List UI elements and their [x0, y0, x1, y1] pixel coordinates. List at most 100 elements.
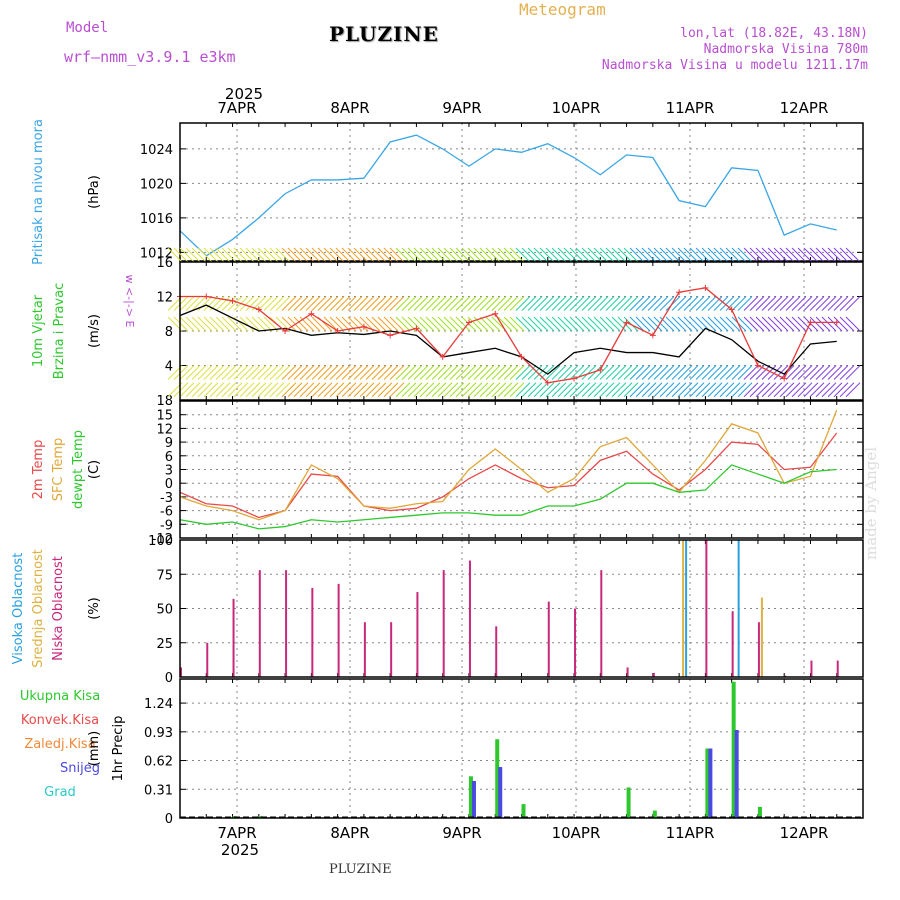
wind-barb	[827, 382, 843, 398]
wind-barb	[629, 316, 645, 332]
y-tick-label: 0.62	[144, 755, 173, 770]
wind-barb	[767, 382, 783, 398]
panel-frame	[179, 539, 864, 678]
wind-barb	[473, 296, 489, 311]
bar-srednja-oblacnost	[682, 540, 685, 677]
wind-barb	[257, 296, 273, 311]
wind-barb	[593, 247, 609, 263]
wind-barb	[713, 365, 729, 380]
gust-marker	[282, 328, 289, 334]
wind-barb	[197, 382, 213, 398]
wind-barb	[185, 316, 201, 332]
gust-marker	[597, 366, 604, 373]
wind-barb	[347, 247, 363, 263]
wind-barb	[677, 365, 693, 380]
wind-barb	[449, 296, 465, 311]
wind-barb	[197, 365, 213, 380]
elevation-label: Nadmorska Visina 780m	[703, 42, 868, 57]
bottom-date-label: 10APR	[552, 824, 601, 842]
series-line-udar	[180, 287, 837, 384]
wind-barb	[539, 296, 555, 311]
wind-barb	[845, 247, 861, 263]
wind-barb	[581, 296, 597, 311]
wind-barb	[281, 316, 297, 332]
wind-barb	[671, 365, 687, 380]
wind-barb	[815, 316, 831, 332]
wind-barb	[215, 382, 231, 398]
gust-marker	[492, 310, 499, 317]
wind-barb	[551, 365, 567, 380]
precip-legend-item: Konvek.Kisa	[21, 713, 99, 728]
wind-barb	[827, 316, 843, 332]
wind-barb	[545, 247, 561, 263]
wind-barb	[227, 382, 243, 398]
wind-barb	[509, 365, 525, 380]
wind-barb	[227, 247, 243, 263]
bar-ukupna-kisa	[468, 776, 473, 818]
wind-barb	[311, 365, 327, 380]
wind-barb	[437, 316, 453, 332]
wind-barb	[245, 365, 261, 380]
wind-barb	[479, 365, 495, 380]
wind-barb	[377, 247, 393, 263]
wind-barb	[317, 296, 333, 311]
wind-barb	[191, 382, 207, 398]
wind-barb	[485, 247, 501, 263]
top-date-label: 8APR	[330, 99, 369, 117]
wind-barb	[713, 316, 729, 332]
wind-barb	[215, 296, 231, 311]
bar-niska-oblacnost	[705, 540, 708, 677]
wind-barb	[809, 365, 825, 380]
wind-barb	[347, 296, 363, 311]
wind-barb	[809, 247, 825, 263]
wind-barb	[653, 247, 669, 263]
wind-barb	[665, 316, 681, 332]
bottom-date-label: 7APR	[217, 824, 256, 842]
wind-barb	[527, 296, 543, 311]
y-tick-label: 0	[165, 812, 173, 827]
wind-barb	[683, 247, 699, 263]
wind-barb	[179, 316, 195, 332]
wind-barb	[581, 382, 597, 398]
wind-barb	[665, 247, 681, 263]
wind-barb	[497, 382, 513, 398]
wind-barb	[605, 382, 621, 398]
wind-barb	[239, 296, 255, 311]
wind-barb	[605, 247, 621, 263]
wind-barb	[281, 382, 297, 398]
wind-barb	[425, 365, 441, 380]
wind-barb	[791, 296, 807, 311]
bar-niska-oblacnost	[600, 570, 603, 677]
wind-barb	[785, 382, 801, 398]
wind-barb	[359, 382, 375, 398]
wind-barb	[677, 316, 693, 332]
wind-barb	[707, 382, 723, 398]
wind-barb	[827, 247, 843, 263]
wind-barb	[485, 382, 501, 398]
wind-barb	[173, 316, 189, 332]
wind-barb	[221, 247, 237, 263]
wind-barb	[383, 365, 399, 380]
wind-barb	[539, 247, 555, 263]
wind-barb	[599, 316, 615, 332]
wind-barb	[767, 365, 783, 380]
wind-barb	[707, 316, 723, 332]
wind-barb	[785, 296, 801, 311]
wind-barb	[179, 382, 195, 398]
wind-barb	[287, 365, 303, 380]
wind-barb	[575, 296, 591, 311]
wind-barb	[329, 365, 345, 380]
wind-barb	[329, 382, 345, 398]
bar-ukupna-kisa	[652, 810, 657, 818]
wind-barb	[773, 247, 789, 263]
wind-barb	[479, 382, 495, 398]
bar-niska-oblacnost	[810, 660, 813, 677]
wind-barb	[557, 382, 573, 398]
wind-barb	[275, 365, 291, 380]
wind-barb	[353, 382, 369, 398]
wind-barb	[305, 296, 321, 311]
panel-label: 1hr Precip	[111, 716, 126, 782]
wind-barb	[755, 296, 771, 311]
wind-barb	[725, 247, 741, 263]
wind-barb	[509, 247, 525, 263]
